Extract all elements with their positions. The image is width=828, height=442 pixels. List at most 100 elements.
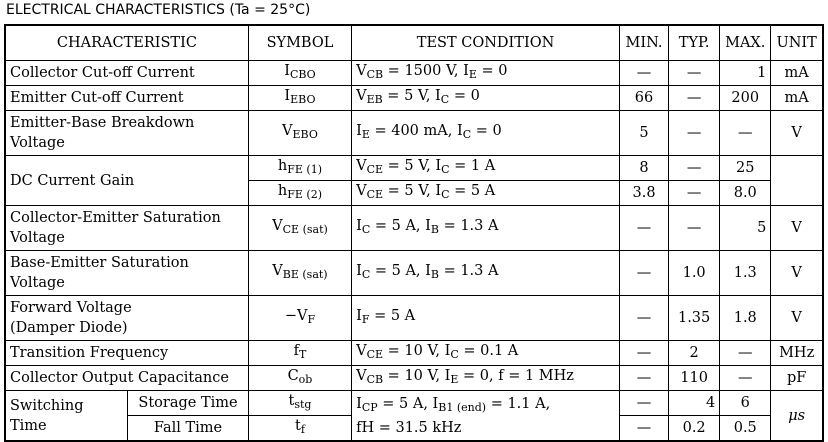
typ-cell: 2 xyxy=(668,340,721,366)
header-row: CHARACTERISTIC SYMBOL TEST CONDITION MIN… xyxy=(4,24,824,61)
max-cell: 1.3 xyxy=(719,250,772,296)
typ-cell: — xyxy=(668,110,721,156)
table-row: Collector-Emitter Saturation Voltage VCE … xyxy=(4,205,824,251)
condition-cell: IE = 400 mA, IC = 0 xyxy=(351,110,620,156)
min-cell: 66 xyxy=(618,85,670,111)
unit-cell: pF xyxy=(770,365,824,391)
typ-cell: 1.0 xyxy=(668,250,721,296)
table-row: Forward Voltage (Damper Diode) −VF IF = 5… xyxy=(4,295,824,341)
header-characteristic: CHARACTERISTIC xyxy=(4,24,249,61)
header-test-condition: TEST CONDITION xyxy=(351,24,620,61)
symbol-cell: Cob xyxy=(247,365,353,391)
symbol-cell: VCE (sat) xyxy=(247,205,353,251)
condition-cell: IC = 5 A, IB = 1.3 A xyxy=(351,205,620,251)
header-symbol: SYMBOL xyxy=(247,24,353,61)
typ-cell: 4 xyxy=(668,390,721,416)
min-cell: — xyxy=(618,365,670,391)
condition-cell: VCB = 10 V, IE = 0, f = 1 MHz xyxy=(351,365,620,391)
symbol-cell: VEBO xyxy=(247,110,353,156)
min-cell: 3.8 xyxy=(618,180,670,206)
unit-cell: V xyxy=(770,295,824,341)
typ-cell: 110 xyxy=(668,365,721,391)
header-min: MIN. xyxy=(618,24,670,61)
symbol-cell: hFE (1) xyxy=(247,155,353,181)
table-row: Switching Time Storage Time tstg ICP = 5 … xyxy=(4,390,824,442)
min-cell: — xyxy=(618,295,670,341)
characteristic-cell: DC Current Gain xyxy=(4,155,249,206)
condition-cell: VCB = 1500 V, IE = 0 xyxy=(351,60,620,86)
condition-cell: VEB = 5 V, IC = 0 xyxy=(351,85,620,111)
min-cell: — xyxy=(618,340,670,366)
min-cell: 8 xyxy=(618,155,670,181)
table-row: Emitter Cut-off Current IEBO VEB = 5 V, … xyxy=(4,85,824,111)
max-cell: 0.5 xyxy=(719,415,772,442)
max-cell: — xyxy=(719,110,772,156)
min-cell: — xyxy=(618,415,670,442)
symbol-cell: hFE (2) xyxy=(247,180,353,206)
section-title: ELECTRICAL CHARACTERISTICS (Ta = 25°C) xyxy=(6,2,311,18)
symbol-cell: −VF xyxy=(247,295,353,341)
symbol-cell: fT xyxy=(247,340,353,366)
characteristic-cell: Transition Frequency xyxy=(4,340,249,366)
unit-cell: V xyxy=(770,205,824,251)
max-cell: 6 xyxy=(719,390,772,416)
characteristic-cell: Switching Time xyxy=(4,390,129,442)
sub-characteristic-cell: Storage Time xyxy=(127,390,249,416)
unit-cell: mA xyxy=(770,85,824,111)
condition-cell: VCE = 5 V, IC = 5 A xyxy=(351,180,620,206)
typ-cell: — xyxy=(668,205,721,251)
typ-cell: — xyxy=(668,60,721,86)
sub-characteristic-cell: Fall Time xyxy=(127,415,249,442)
max-cell: 5 xyxy=(719,205,772,251)
table-row: Emitter-Base Breakdown Voltage VEBO IE = … xyxy=(4,110,824,156)
max-cell: 200 xyxy=(719,85,772,111)
condition-cell: IF = 5 A xyxy=(351,295,620,341)
min-cell: — xyxy=(618,250,670,296)
table-row: Base-Emitter Saturation Voltage VBE (sat)… xyxy=(4,250,824,296)
electrical-characteristics-table: CHARACTERISTIC SYMBOL TEST CONDITION MIN… xyxy=(4,24,824,442)
symbol-cell: tf xyxy=(247,415,353,442)
condition-cell: ICP = 5 A, IB1 (end) = 1.1 A, fH = 31.5 k… xyxy=(351,390,620,442)
header-typ: TYP. xyxy=(668,24,721,61)
header-max: MAX. xyxy=(719,24,772,61)
characteristic-cell: Base-Emitter Saturation Voltage xyxy=(4,250,249,296)
typ-cell: — xyxy=(668,85,721,111)
typ-cell: — xyxy=(668,155,721,181)
max-cell: 1 xyxy=(719,60,772,86)
symbol-cell: IEBO xyxy=(247,85,353,111)
min-cell: — xyxy=(618,60,670,86)
symbol-cell: VBE (sat) xyxy=(247,250,353,296)
table-row: Collector Cut-off Current ICBO VCB = 150… xyxy=(4,60,824,86)
table-row: Collector Output Capacitance Cob VCB = 1… xyxy=(4,365,824,391)
table-row: Transition Frequency fT VCE = 10 V, IC =… xyxy=(4,340,824,366)
characteristic-cell: Collector-Emitter Saturation Voltage xyxy=(4,205,249,251)
table-row: DC Current Gain hFE (1) VCE = 5 V, IC = … xyxy=(4,155,824,206)
characteristic-cell: Emitter Cut-off Current xyxy=(4,85,249,111)
max-cell: — xyxy=(719,365,772,391)
unit-cell: mA xyxy=(770,60,824,86)
max-cell: 8.0 xyxy=(719,180,772,206)
unit-cell: MHz xyxy=(770,340,824,366)
characteristic-cell: Forward Voltage (Damper Diode) xyxy=(4,295,249,341)
characteristic-cell: Collector Output Capacitance xyxy=(4,365,249,391)
min-cell: 5 xyxy=(618,110,670,156)
min-cell: — xyxy=(618,205,670,251)
symbol-cell: tstg xyxy=(247,390,353,416)
min-cell: — xyxy=(618,390,670,416)
condition-cell: IC = 5 A, IB = 1.3 A xyxy=(351,250,620,296)
condition-cell: VCE = 5 V, IC = 1 A xyxy=(351,155,620,181)
header-unit: UNIT xyxy=(770,24,824,61)
max-cell: — xyxy=(719,340,772,366)
characteristic-cell: Emitter-Base Breakdown Voltage xyxy=(4,110,249,156)
typ-cell: — xyxy=(668,180,721,206)
typ-cell: 1.35 xyxy=(668,295,721,341)
typ-cell: 0.2 xyxy=(668,415,721,442)
unit-cell: μs xyxy=(770,390,824,442)
max-cell: 25 xyxy=(719,155,772,181)
unit-cell: V xyxy=(770,250,824,296)
symbol-cell: ICBO xyxy=(247,60,353,86)
unit-cell xyxy=(770,155,824,206)
characteristic-cell: Collector Cut-off Current xyxy=(4,60,249,86)
condition-cell: VCE = 10 V, IC = 0.1 A xyxy=(351,340,620,366)
max-cell: 1.8 xyxy=(719,295,772,341)
